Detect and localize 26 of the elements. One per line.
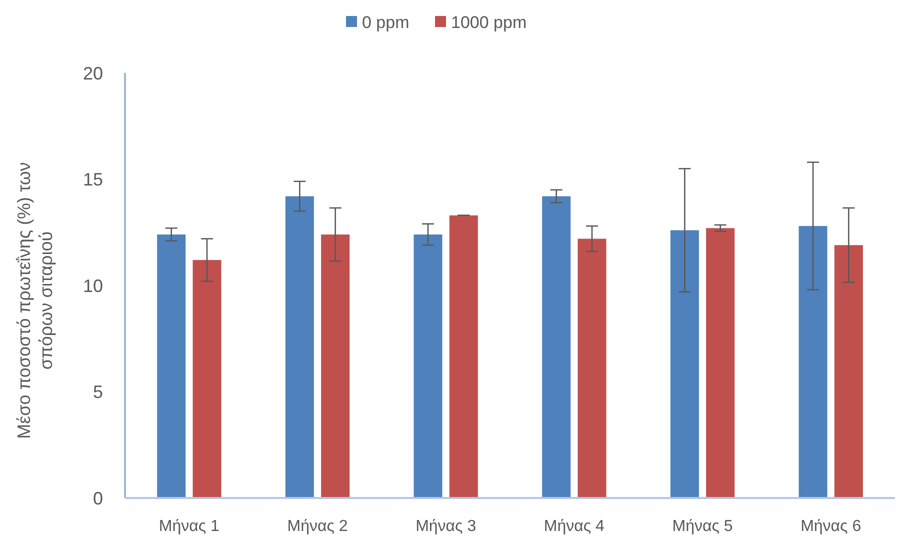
y-tick-label: 0 <box>92 488 103 508</box>
bar <box>414 234 442 498</box>
bar <box>449 215 478 498</box>
bar <box>798 226 828 498</box>
bar <box>192 260 222 498</box>
legend-label: 1000 ppm <box>451 12 527 32</box>
x-tick-label: Μήνας 1 <box>158 518 220 535</box>
x-tick-label: Μήνας 6 <box>800 518 862 535</box>
x-tick-label: Μήνας 2 <box>287 518 348 535</box>
y-tick-label: 15 <box>82 170 103 190</box>
bar <box>285 196 314 498</box>
bar <box>670 230 699 498</box>
bar <box>578 238 606 498</box>
y-tick-label: 10 <box>82 276 103 296</box>
y-tick-label: 20 <box>82 63 103 84</box>
bar <box>157 234 186 498</box>
x-tick-label: Μήνας 5 <box>672 518 733 535</box>
y-axis-title: Μέσο ποσοστό πρωτεΐνης (%) των σπόρων σιταριού <box>14 162 56 439</box>
bar <box>542 196 571 498</box>
y-tick-label: 5 <box>92 382 103 402</box>
bar <box>706 228 735 498</box>
legend-label: 0 ppm <box>362 12 410 32</box>
x-tick-label: Μήνας 4 <box>544 518 605 535</box>
bar <box>321 234 350 498</box>
x-tick-label: Μήνας 3 <box>416 518 476 535</box>
bar <box>834 245 863 498</box>
